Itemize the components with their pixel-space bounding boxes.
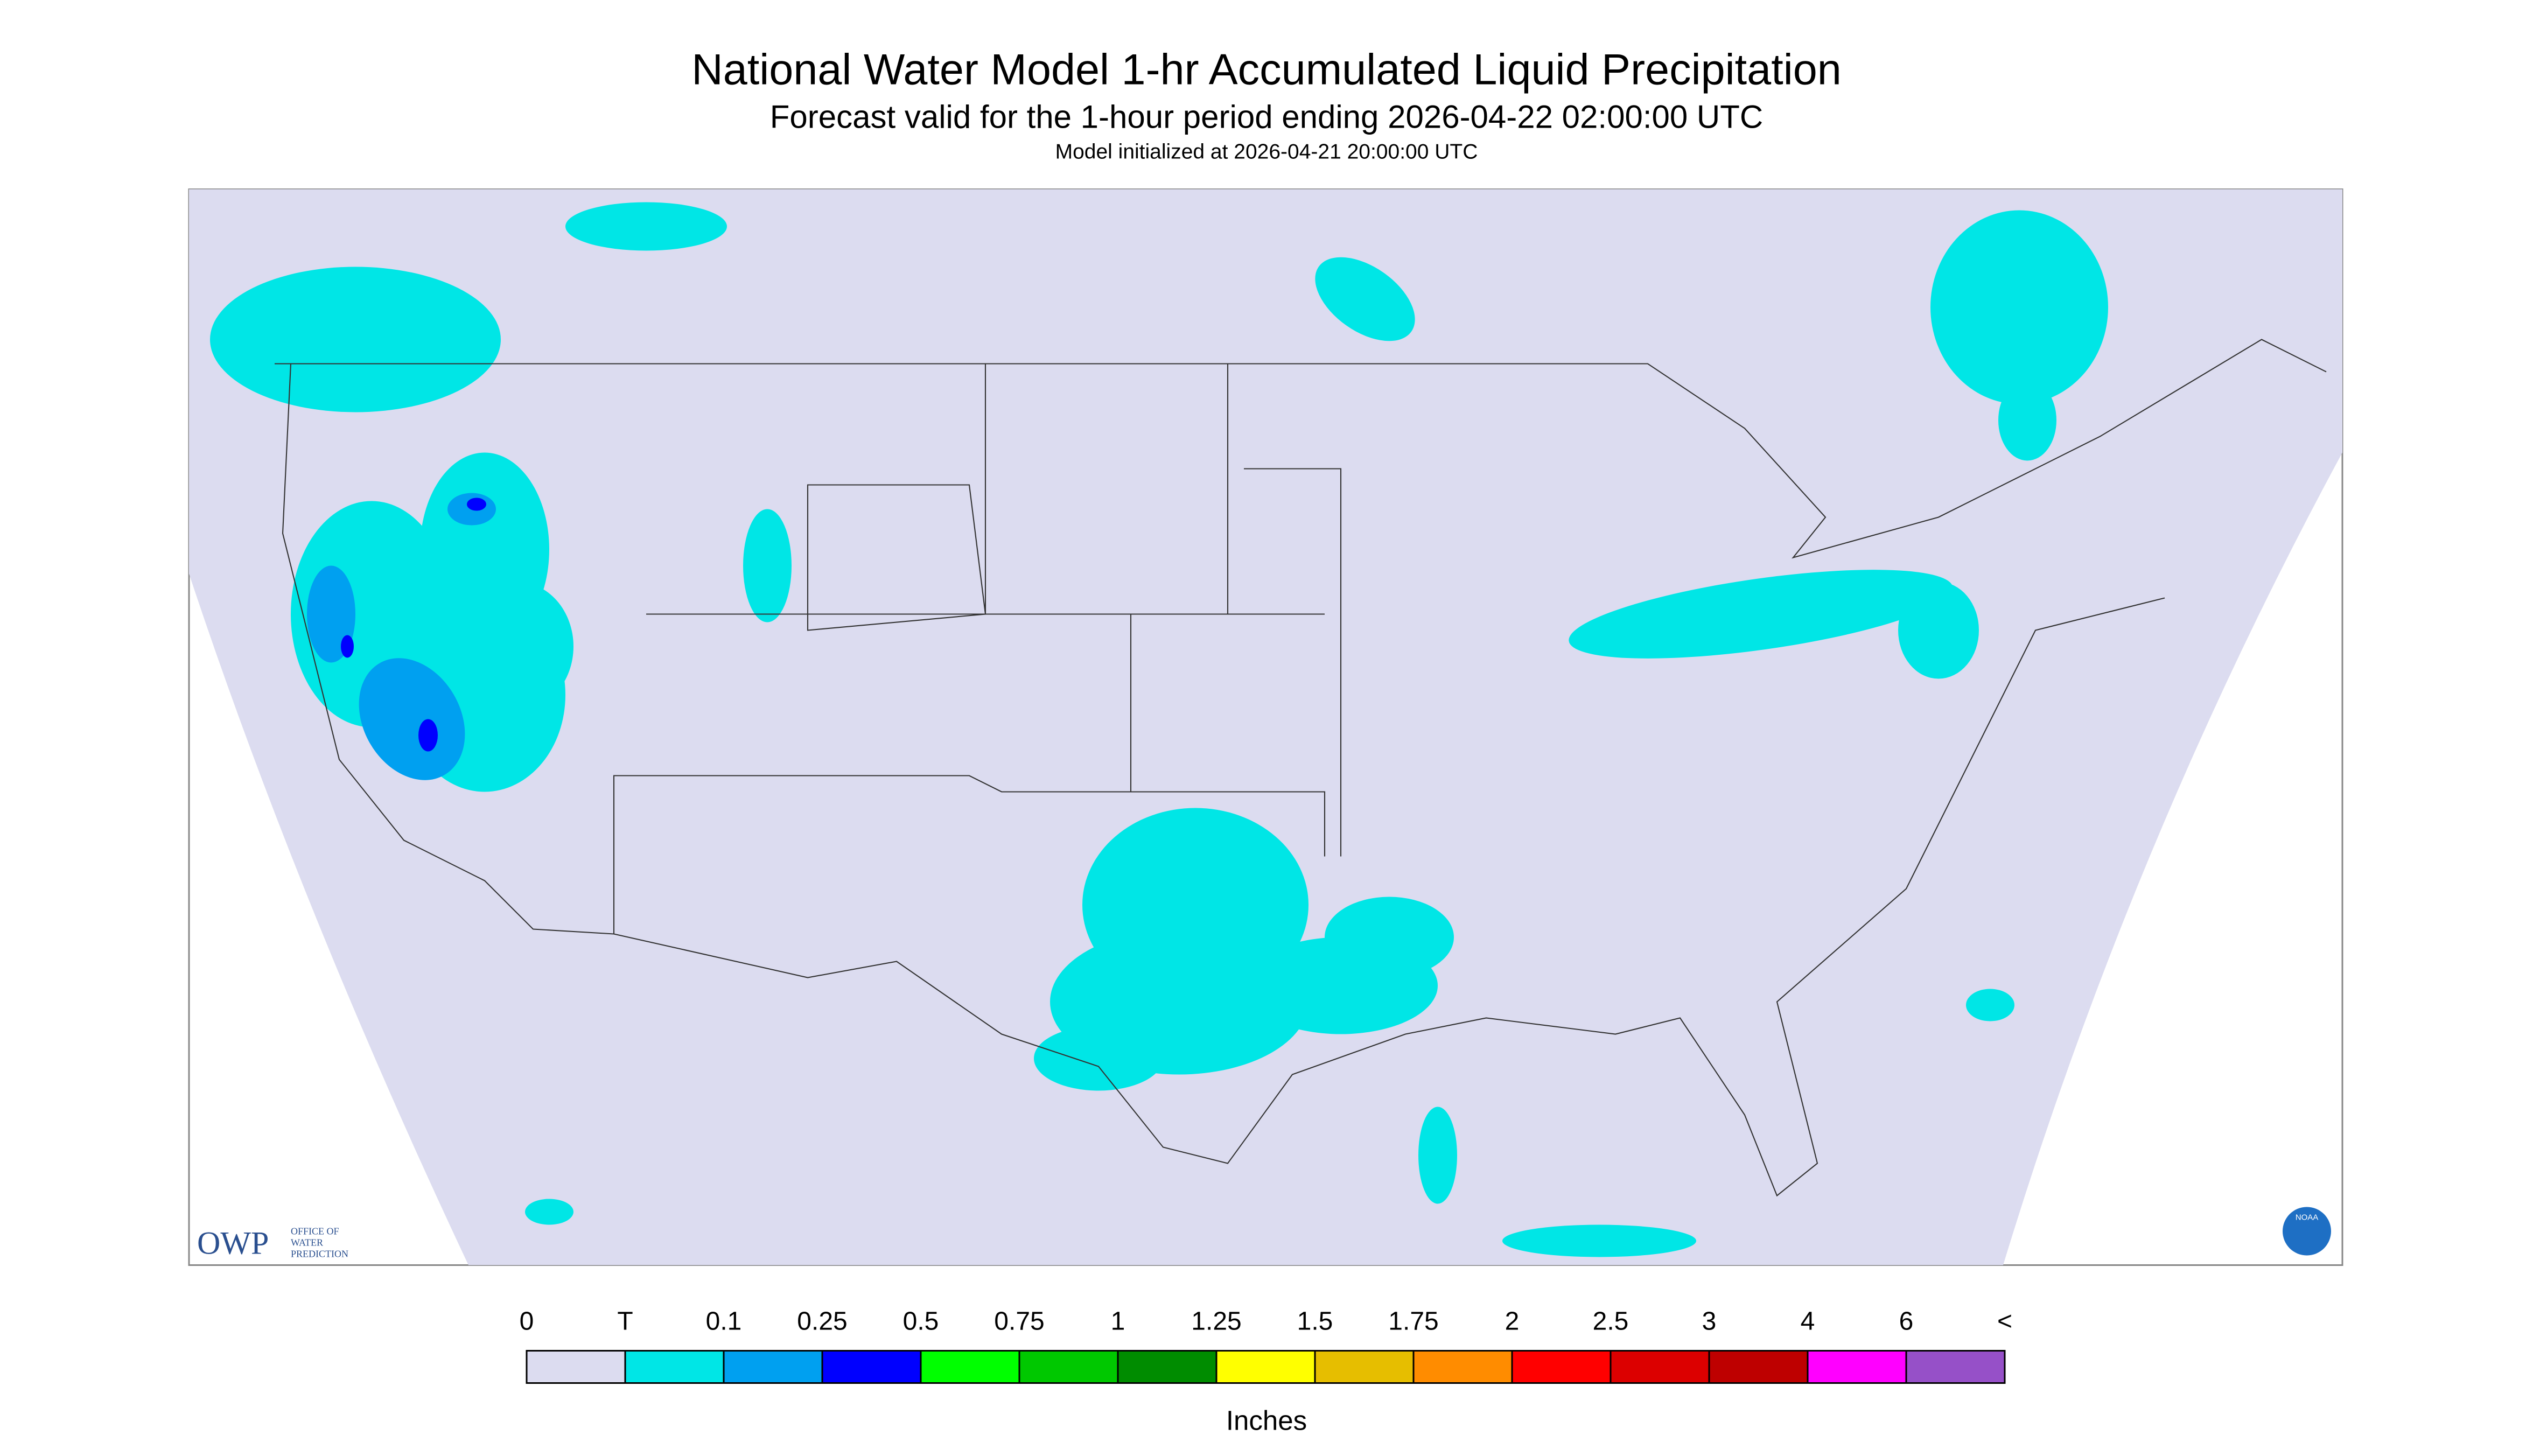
legend-swatch <box>1117 1350 1217 1384</box>
legend-swatch <box>920 1350 1020 1384</box>
init-time: Model initialized at 2026-04-21 20:00:00… <box>1055 141 1478 164</box>
legend-label: 1.75 <box>1388 1307 1438 1336</box>
owp-logo-line: OFFICE OF <box>291 1226 339 1237</box>
legend-label: 0.5 <box>903 1307 939 1336</box>
legend-label: 0.75 <box>994 1307 1044 1336</box>
legend-swatch <box>1511 1350 1612 1384</box>
legend-swatch <box>624 1350 725 1384</box>
legend-swatch <box>1708 1350 1809 1384</box>
state-lines <box>613 363 1342 934</box>
legend-label: T <box>617 1307 633 1336</box>
legend-swatch <box>1905 1350 2006 1384</box>
noaa-logo-text: NOAA <box>2296 1213 2319 1222</box>
owp-logo: OWP <box>197 1226 269 1261</box>
legend-swatch <box>1807 1350 1907 1384</box>
legend-label: 1 <box>1111 1307 1125 1336</box>
legend-label: 0.1 <box>706 1307 742 1336</box>
precip-heavy <box>341 498 486 752</box>
legend-label: 1.25 <box>1191 1307 1241 1336</box>
legend-swatch <box>1610 1350 1710 1384</box>
noaa-logo <box>2283 1207 2331 1256</box>
legend-label: 4 <box>1801 1307 1815 1336</box>
map: OWP OFFICE OF WATER PREDICTION NOAA <box>188 188 2343 1266</box>
title: National Water Model 1-hr Accumulated Li… <box>691 46 1842 94</box>
legend-label: 0 <box>520 1307 534 1336</box>
legend-swatch <box>1314 1350 1415 1384</box>
legend-label: 6 <box>1899 1307 1914 1336</box>
legend-label: 3 <box>1702 1307 1717 1336</box>
legend-unit: Inches <box>1226 1405 1307 1436</box>
legend-label: 2.5 <box>1593 1307 1629 1336</box>
owp-logo-line: PREDICTION <box>291 1249 348 1259</box>
subtitle: Forecast valid for the 1-hour period end… <box>770 99 1763 135</box>
legend-label: 2 <box>1505 1307 1520 1336</box>
legend: 0 T 0.1 0.25 0.5 0.75 1 1.25 1.5 1.75 2 2.5 3 4 6 < <box>520 1307 2012 1384</box>
legend-swatch <box>1215 1350 1316 1384</box>
legend-label: 1.5 <box>1297 1307 1333 1336</box>
legend-label: 0.25 <box>797 1307 847 1336</box>
model-domain <box>189 189 2342 1265</box>
precip-areas <box>210 202 2108 1257</box>
owp-logo-line: WATER <box>291 1237 323 1248</box>
legend-swatch <box>723 1350 823 1384</box>
us-outline <box>275 339 2327 1197</box>
legend-swatch <box>526 1350 626 1384</box>
legend-swatch <box>1412 1350 1513 1384</box>
legend-swatch <box>1018 1350 1119 1384</box>
legend-swatch <box>821 1350 922 1384</box>
legend-label: < <box>1997 1307 2012 1336</box>
